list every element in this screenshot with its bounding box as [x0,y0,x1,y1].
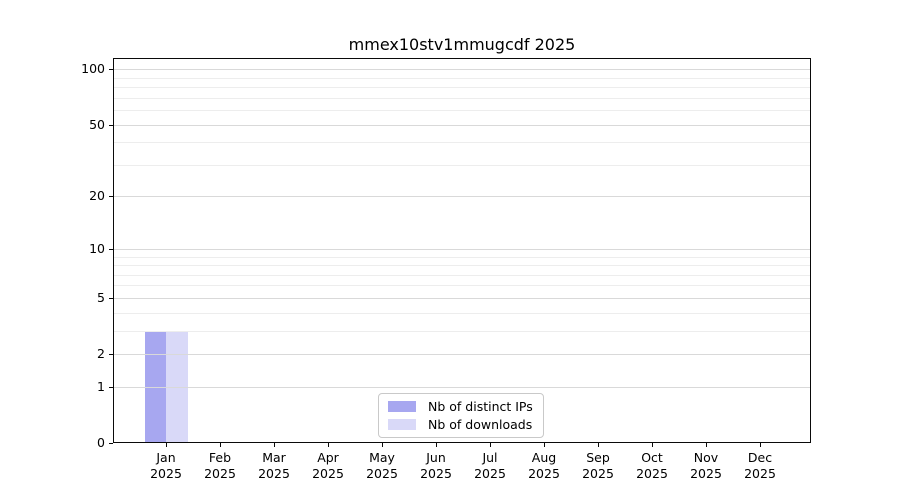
x-tick-mark [382,443,383,447]
x-tick-year: 2025 [636,466,668,481]
legend: Nb of distinct IPs Nb of downloads [378,393,544,438]
x-tick-month: Feb [208,450,232,465]
x-tick-month: Jun [426,450,446,465]
legend-swatch [388,401,416,412]
y-tick-mark [109,69,113,71]
x-tick-mark [220,443,221,447]
major-gridline [114,386,810,388]
x-tick-mark [274,443,275,447]
y-tick-mark [109,386,113,388]
x-tick-mark [166,443,167,447]
x-tick-label: Feb 2025 [188,450,252,482]
y-tick-mark [109,443,113,444]
x-tick-mark [544,443,545,447]
major-gridline [114,124,810,126]
x-tick-year: 2025 [690,466,722,481]
x-tick-label: Mar 2025 [242,450,306,482]
y-tick-label: 100 [81,61,105,77]
x-tick-month: Oct [641,450,663,465]
x-tick-mark [652,443,653,447]
x-tick-mark [328,443,329,447]
x-tick-year: 2025 [366,466,398,481]
y-tick-label: 50 [89,116,105,132]
x-tick-month: Aug [531,450,557,465]
minor-gridline [114,256,810,258]
minor-gridline [114,77,810,79]
x-tick-label: Jun 2025 [404,450,468,482]
minor-gridline [114,265,810,267]
y-tick-mark [109,196,113,198]
x-tick-year: 2025 [474,466,506,481]
x-tick-label: Jul 2025 [458,450,522,482]
x-tick-year: 2025 [312,466,344,481]
minor-gridline [114,164,810,166]
x-tick-mark [706,443,707,447]
x-tick-month: Nov [693,450,719,465]
major-gridline [114,196,810,198]
x-tick-month: Dec [747,450,773,465]
y-tick-label: 20 [89,188,105,204]
chart-title: mmex10stv1mmugcdf 2025 [348,35,576,54]
x-tick-label: Aug 2025 [512,450,576,482]
x-tick-month: Jan [156,450,176,465]
major-gridline [114,354,810,356]
y-tick-label: 0 [97,435,105,450]
y-tick-label: 1 [97,378,105,394]
x-tick-mark [598,443,599,447]
y-tick-label: 2 [97,346,105,362]
legend-label: Nb of downloads [428,417,533,432]
y-tick-mark [109,297,113,299]
x-tick-mark [436,443,437,447]
minor-gridline [114,330,810,332]
x-tick-month: Jul [482,450,498,465]
minor-gridline [114,97,810,99]
x-tick-month: Apr [317,450,339,465]
major-gridline [114,69,810,71]
y-tick-mark [109,248,113,250]
minor-gridline [114,110,810,112]
plot-area: Nb of distinct IPs Nb of downloads [113,58,811,443]
minor-gridline [114,285,810,287]
x-tick-year: 2025 [582,466,614,481]
x-tick-mark [760,443,761,447]
x-tick-label: Apr 2025 [296,450,360,482]
x-tick-year: 2025 [420,466,452,481]
legend-entry: Nb of downloads [388,417,533,432]
x-tick-label: Oct 2025 [620,450,684,482]
bar-nb-of-distinct-ips [144,330,166,442]
x-tick-year: 2025 [528,466,560,481]
x-tick-month: Mar [262,450,286,465]
y-tick-mark [109,354,113,356]
x-tick-month: May [369,450,395,465]
y-tick-label: 5 [97,289,105,305]
minor-gridline [114,142,810,144]
x-tick-label: May 2025 [350,450,414,482]
legend-swatch [388,419,416,430]
x-tick-year: 2025 [258,466,290,481]
x-tick-mark [490,443,491,447]
x-tick-label: Sep 2025 [566,450,630,482]
major-gridline [114,248,810,250]
x-tick-year: 2025 [744,466,776,481]
y-tick-mark [109,124,113,126]
major-gridline [114,297,810,299]
x-tick-year: 2025 [204,466,236,481]
legend-label: Nb of distinct IPs [428,399,533,414]
x-tick-month: Sep [586,450,610,465]
x-tick-label: Dec 2025 [728,450,792,482]
y-tick-label: 10 [89,240,105,256]
bar-nb-of-downloads [166,330,188,442]
minor-gridline [114,274,810,276]
x-tick-year: 2025 [150,466,182,481]
legend-entry: Nb of distinct IPs [388,399,533,414]
x-tick-label: Nov 2025 [674,450,738,482]
minor-gridline [114,87,810,89]
x-tick-label: Jan 2025 [134,450,198,482]
minor-gridline [114,312,810,314]
